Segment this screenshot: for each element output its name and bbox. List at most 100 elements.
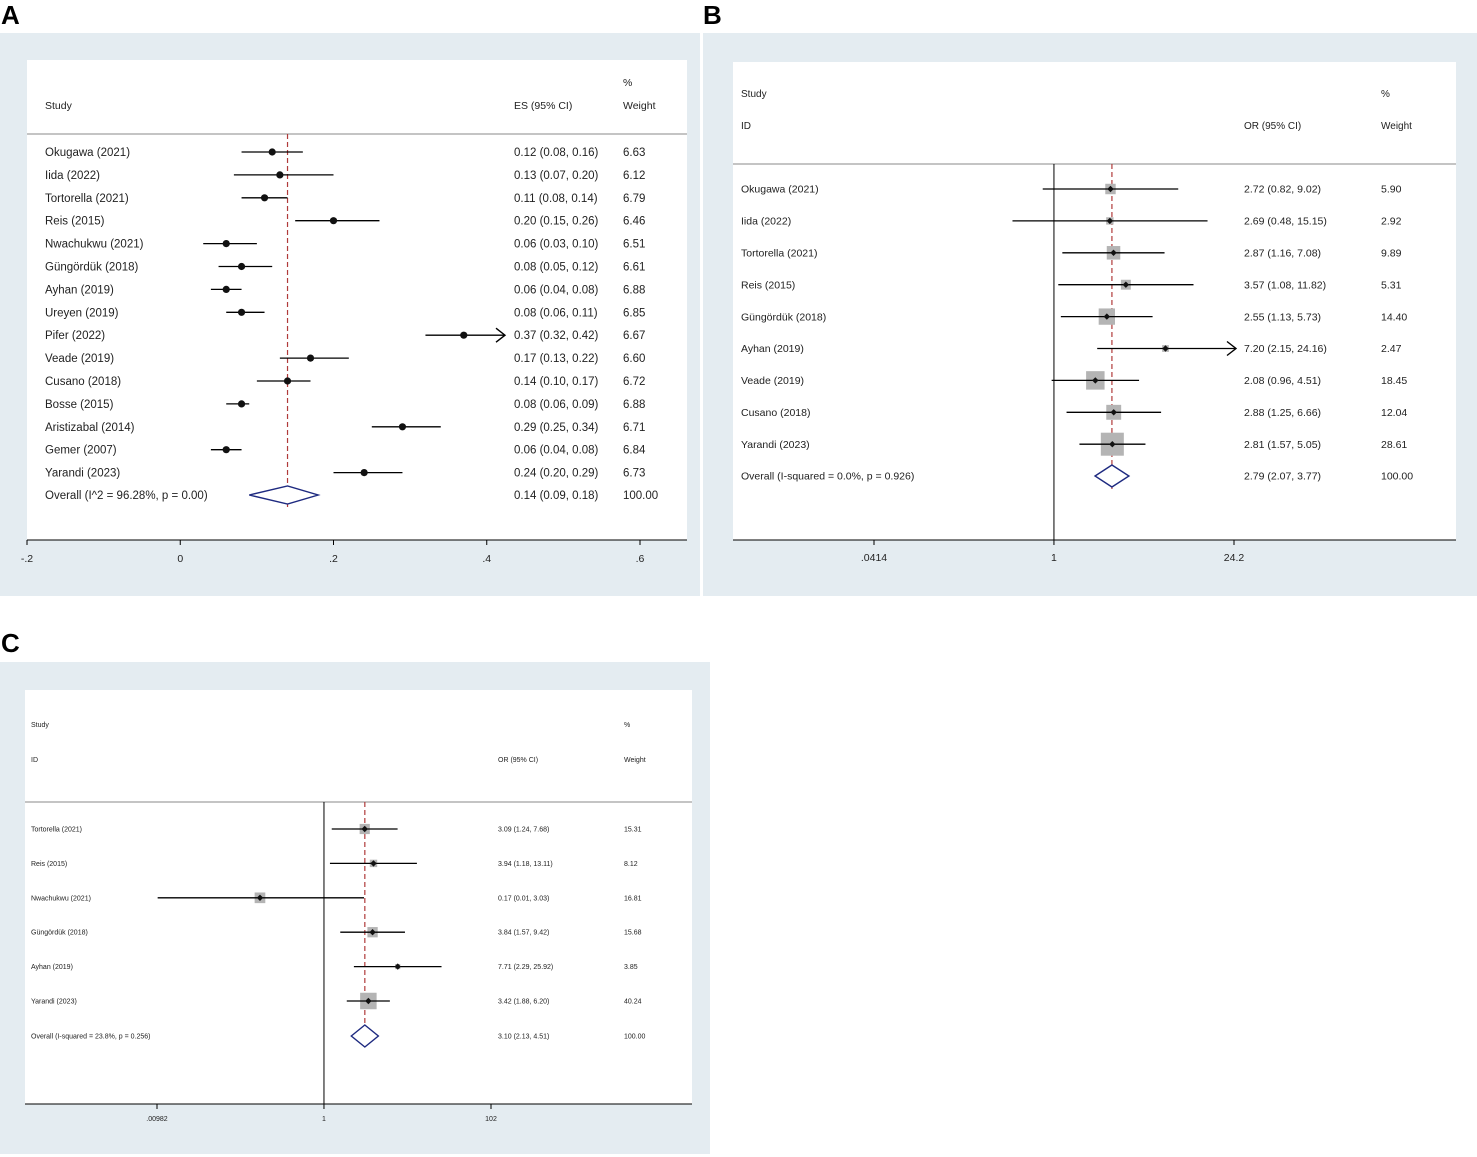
panel-b-study-ci: 2.87 (1.16, 7.08) <box>1244 247 1321 259</box>
panel-a-study-point <box>237 262 246 271</box>
panel-a-study-name: Bosse (2015) <box>45 399 114 411</box>
panel-c-study-weight: 40.24 <box>624 998 642 1005</box>
panel-b-x-tick-label: .0414 <box>861 552 887 564</box>
panel-a-study-weight: 6.46 <box>623 216 645 228</box>
panel-a-study-weight: 6.71 <box>623 422 645 434</box>
panel-a-study-name: Reis (2015) <box>45 216 105 228</box>
panel-b-study-weight: 18.45 <box>1381 375 1407 387</box>
panel-a-study-name: Okugawa (2021) <box>45 147 130 159</box>
panel-b-study-name: Reis (2015) <box>741 279 795 291</box>
panel-label-b: B <box>703 0 722 30</box>
panel-a-study-ci: 0.29 (0.25, 0.34) <box>514 422 599 434</box>
panel-a-study-name: Cusano (2018) <box>45 376 121 388</box>
panel-a-study-name: Aristizabal (2014) <box>45 422 135 434</box>
panel-b-study-ci: 3.57 (1.08, 11.82) <box>1244 279 1326 291</box>
panel-c-study-name: Güngördük (2018) <box>31 930 88 937</box>
panel-a-overall-weight: 100.00 <box>623 490 658 502</box>
panel-b-study-ci: 7.20 (2.15, 24.16) <box>1244 343 1327 355</box>
panel-b-study-name: Iida (2022) <box>741 216 791 228</box>
panel-a-study-weight: 6.79 <box>623 193 645 205</box>
panel-a-study-weight: 6.60 <box>623 353 645 365</box>
panel-label-a: A <box>1 0 20 30</box>
panel-a-study-ci: 0.06 (0.04, 0.08) <box>514 284 599 296</box>
panel-b-study-ci: 2.72 (0.82, 9.02) <box>1244 184 1321 196</box>
panel-a-plot-area <box>27 60 687 540</box>
panel-label-c: C <box>1 628 20 658</box>
panel-a-study-ci: 0.13 (0.07, 0.20) <box>514 170 599 182</box>
panel-c-header-percent: % <box>624 722 630 729</box>
panel-a-header-es: ES (95% CI) <box>514 100 572 112</box>
panel-c-study-ci: 3.09 (1.24, 7.68) <box>498 826 549 833</box>
panel-b-study-weight: 2.47 <box>1381 343 1402 355</box>
panel-c-study-ci: 7.71 (2.29, 25.92) <box>498 964 553 971</box>
panel-b-study-name: Tortorella (2021) <box>741 247 817 259</box>
panel-a-study-weight: 6.88 <box>623 284 645 296</box>
panel-c-study-weight: 15.31 <box>624 826 642 833</box>
panel-a-study-point <box>237 400 246 408</box>
panel-a-x-tick-label: .2 <box>329 553 338 565</box>
panel-a-study-ci: 0.24 (0.20, 0.29) <box>514 468 599 480</box>
panel-c-overall-diamond <box>350 1024 380 1048</box>
panel-b-x-tick-label: 24.2 <box>1224 552 1245 564</box>
panel-c-study-ci: 3.42 (1.88, 6.20) <box>498 998 549 1005</box>
panel-a-study-weight: 6.51 <box>623 239 645 251</box>
panel-c-study-weight: 3.85 <box>624 964 638 971</box>
panel-c-study-ci: 3.84 (1.57, 9.42) <box>498 930 549 937</box>
panel-b-study-ci: 2.88 (1.25, 6.66) <box>1244 407 1321 419</box>
panel-c-overall-label: Overall (I-squared = 23.8%, p = 0.256) <box>31 1033 150 1040</box>
panel-a-study-point <box>237 308 246 316</box>
panel-b-study-weight: 12.04 <box>1381 407 1407 419</box>
panel-c-study-ci: 3.94 (1.18, 13.11) <box>498 861 553 868</box>
panel-a-study-point <box>260 194 269 202</box>
panel-a-study-ci: 0.37 (0.32, 0.42) <box>514 330 599 342</box>
panel-a-study-point <box>306 354 315 362</box>
panel-b-overall-diamond <box>1093 464 1131 488</box>
panel-c-study-point <box>365 997 372 1005</box>
panel-b-study-name: Yarandi (2023) <box>741 439 810 451</box>
panel-b-study-name: Veade (2019) <box>741 375 804 387</box>
panel-a-study-name: Gemer (2007) <box>45 445 117 457</box>
panel-c-study-point <box>394 963 401 970</box>
panel-b-study-point <box>1110 249 1117 256</box>
panel-b-overall-weight: 100.00 <box>1381 471 1413 483</box>
panel-a-study-point <box>222 240 230 248</box>
panel-a-study-name: Güngördük (2018) <box>45 262 139 274</box>
panel-a-study-name: Ureyen (2019) <box>45 307 119 319</box>
panel-b-study-point <box>1110 409 1117 416</box>
panel-a-x-tick-label: .6 <box>636 553 645 565</box>
panel-a-study-ci: 0.11 (0.08, 0.14) <box>514 193 598 205</box>
panel-b-study-point <box>1122 281 1130 288</box>
panel-c-overall-weight: 100.00 <box>624 1033 646 1040</box>
panel-c-study-point <box>361 825 368 833</box>
panel-a-x-tick-label: 0 <box>177 553 183 565</box>
panel-c-x-tick-label: 1 <box>322 1116 326 1123</box>
panel-a-x-tick-label: .4 <box>482 553 491 565</box>
panel-b-x-tick-label: 1 <box>1051 552 1057 564</box>
panel-b-header-percent: % <box>1381 89 1390 100</box>
panel-c-header-es: OR (95% CI) <box>498 757 538 764</box>
panel-c-header-weight: Weight <box>624 757 646 764</box>
panel-b-study-point <box>1106 217 1114 225</box>
panel-c-study-weight: 8.12 <box>624 861 638 868</box>
panel-b-study-weight: 9.89 <box>1381 247 1402 259</box>
panel-b-study-weight: 5.31 <box>1381 279 1402 291</box>
panel-a-study-weight: 6.73 <box>623 468 645 480</box>
panel-a-study-name: Pifer (2022) <box>45 330 105 342</box>
panel-b-study-name: Güngördük (2018) <box>741 311 826 323</box>
panel-a-study-name: Tortorella (2021) <box>45 193 129 205</box>
panel-a-study-ci: 0.14 (0.10, 0.17) <box>514 376 599 388</box>
panel-b-study-ci: 2.55 (1.13, 5.73) <box>1244 311 1321 323</box>
panel-c-study-ci: 0.17 (0.01, 3.03) <box>498 895 549 902</box>
panel-a-study-point <box>460 331 468 339</box>
panel-b-overall-label: Overall (I-squared = 0.0%, p = 0.926) <box>741 471 914 483</box>
panel-b-study-ci: 2.08 (0.96, 4.51) <box>1244 375 1321 387</box>
panel-a-study-point <box>398 423 407 431</box>
panel-a-study-point <box>222 285 230 293</box>
panel-a-study-point <box>276 171 284 179</box>
panel-a-header-study: Study <box>45 100 73 112</box>
panel-a-study-ci: 0.08 (0.06, 0.09) <box>514 399 599 411</box>
panel-a-study-ci: 0.08 (0.05, 0.12) <box>514 262 599 274</box>
panel-c-x-tick-label: .00982 <box>146 1116 168 1123</box>
panel-a-study-ci: 0.06 (0.03, 0.10) <box>514 239 599 251</box>
